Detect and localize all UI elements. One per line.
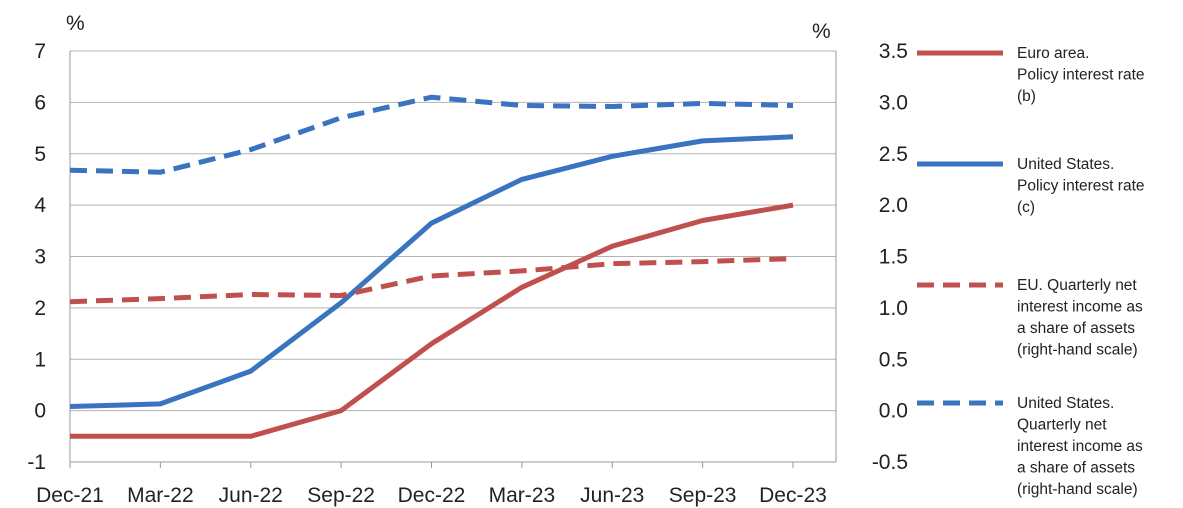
right-tick-label: 2.5 bbox=[879, 143, 908, 166]
right-tick-label: -0.5 bbox=[872, 451, 908, 474]
left-tick-label: 4 bbox=[34, 194, 46, 217]
series-lines bbox=[69, 94, 794, 439]
left-tick-label: 3 bbox=[34, 246, 46, 269]
x-tick-label: Mar-23 bbox=[489, 484, 556, 507]
series-line-1 bbox=[70, 202, 794, 439]
x-tick-label: Dec-23 bbox=[759, 484, 827, 507]
series-line-2 bbox=[69, 134, 794, 409]
x-tick-label: Jun-22 bbox=[219, 484, 283, 507]
x-tick-label: Jun-23 bbox=[580, 484, 644, 507]
legend-label: Policy interest rate bbox=[1017, 178, 1145, 195]
right-tick-label: 2.0 bbox=[879, 194, 908, 217]
legend: Euro area. Policy interest rate (b) United … bbox=[917, 45, 1145, 498]
right-tick-label: 0.0 bbox=[879, 400, 908, 423]
x-tick-label: Dec-22 bbox=[398, 484, 466, 507]
left-tick-label: 7 bbox=[34, 40, 46, 63]
left-tick-label: 0 bbox=[34, 400, 46, 423]
legend-label: EU. Quarterly net bbox=[1017, 277, 1137, 294]
right-tick-label: 1.0 bbox=[879, 297, 908, 320]
x-tick-label: Mar-22 bbox=[127, 484, 194, 507]
x-tick-label: Sep-23 bbox=[669, 484, 737, 507]
right-axis-unit: % bbox=[812, 20, 831, 43]
left-tick-label: 2 bbox=[34, 297, 46, 320]
legend-label: interest income as bbox=[1017, 438, 1143, 455]
legend-label: a share of assets bbox=[1017, 460, 1135, 477]
axes bbox=[69, 51, 837, 468]
legend-label: (right-hand scale) bbox=[1017, 481, 1138, 498]
legend-label: interest income as bbox=[1017, 299, 1143, 316]
left-tick-label: 6 bbox=[34, 91, 46, 114]
left-axis-unit: % bbox=[66, 12, 85, 35]
legend-label: Euro area. bbox=[1017, 45, 1089, 62]
tick-labels: -1 0 1 2 3 4 5 6 7 -0.5 0.0 0.5 1.0 1.5 2.0 2.5 3.0 3.5%%… bbox=[27, 12, 908, 507]
series-line-4 bbox=[69, 94, 794, 175]
legend-label: Quarterly net bbox=[1017, 417, 1107, 434]
left-tick-label: 5 bbox=[34, 143, 46, 166]
legend-label: (c) bbox=[1017, 199, 1035, 216]
legend-label: (b) bbox=[1017, 88, 1036, 105]
right-tick-label: 3.0 bbox=[879, 91, 908, 114]
right-tick-label: 0.5 bbox=[879, 348, 908, 371]
x-tick-label: Dec-21 bbox=[36, 484, 104, 507]
gridlines bbox=[70, 50, 836, 463]
right-tick-label: 1.5 bbox=[879, 246, 908, 269]
legend-label: United States. bbox=[1017, 395, 1114, 412]
left-tick-label: -1 bbox=[27, 451, 46, 474]
legend-label: Policy interest rate bbox=[1017, 67, 1145, 84]
x-tick-label: Sep-22 bbox=[307, 484, 375, 507]
series-line-3 bbox=[69, 256, 794, 305]
legend-label: a share of assets bbox=[1017, 320, 1135, 337]
legend-label: (right-hand scale) bbox=[1017, 342, 1138, 359]
legend-label: United States. bbox=[1017, 156, 1114, 173]
left-tick-label: 1 bbox=[34, 348, 46, 371]
right-tick-label: 3.5 bbox=[879, 40, 908, 63]
